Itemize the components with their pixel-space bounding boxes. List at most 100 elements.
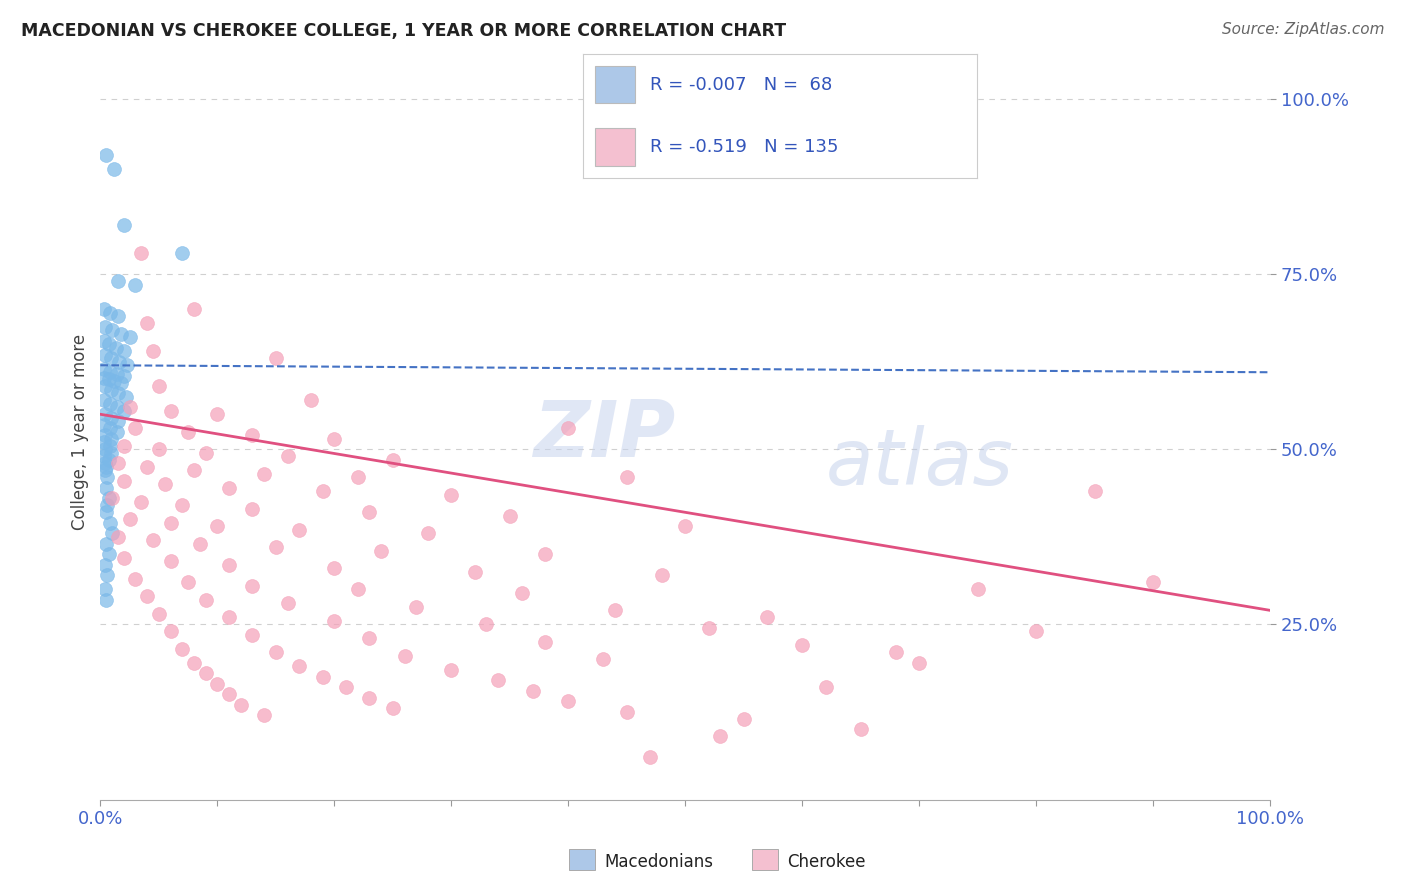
- Point: [118, 330, 141, 344]
- Point: [124, 277, 146, 292]
- Point: [218, 481, 240, 495]
- Point: [93, 371, 115, 385]
- Text: atlas: atlas: [825, 425, 1014, 501]
- Point: [207, 407, 229, 421]
- Point: [107, 456, 129, 470]
- Point: [159, 404, 181, 418]
- Point: [136, 459, 159, 474]
- Point: [94, 442, 117, 457]
- Point: [107, 310, 129, 324]
- Point: [756, 610, 779, 624]
- Point: [183, 463, 205, 477]
- Point: [129, 495, 152, 509]
- Point: [94, 582, 117, 597]
- Point: [148, 442, 170, 457]
- Point: [97, 372, 120, 386]
- Point: [264, 541, 287, 555]
- Point: [142, 533, 165, 548]
- Point: [107, 274, 129, 288]
- Point: [616, 705, 638, 719]
- Point: [534, 547, 557, 561]
- Point: [299, 393, 322, 408]
- Text: Macedonians: Macedonians: [605, 853, 714, 871]
- Point: [97, 547, 120, 561]
- Point: [112, 550, 135, 565]
- Point: [370, 544, 392, 558]
- Point: [605, 603, 627, 617]
- Point: [207, 519, 229, 533]
- Point: [97, 337, 120, 351]
- Point: [98, 516, 121, 530]
- Point: [640, 750, 662, 764]
- Point: [105, 425, 128, 439]
- Point: [136, 316, 159, 330]
- Point: [440, 488, 463, 502]
- Point: [94, 463, 117, 477]
- Point: [335, 681, 357, 695]
- Point: [93, 417, 115, 432]
- Point: [557, 421, 579, 435]
- Point: [486, 673, 509, 688]
- Point: [96, 499, 118, 513]
- Point: [97, 452, 120, 467]
- Point: [346, 582, 368, 597]
- Point: [253, 708, 276, 723]
- Point: [100, 432, 122, 446]
- Point: [172, 499, 194, 513]
- Point: [277, 450, 299, 464]
- Point: [112, 439, 135, 453]
- Point: [1142, 575, 1164, 590]
- Point: [673, 519, 696, 533]
- Point: [499, 508, 522, 523]
- Point: [534, 635, 557, 649]
- Point: [1025, 624, 1047, 639]
- Point: [440, 663, 463, 677]
- Point: [100, 351, 122, 366]
- Point: [159, 554, 181, 568]
- Point: [96, 505, 118, 519]
- Point: [129, 246, 152, 260]
- Point: [96, 568, 118, 582]
- Point: [101, 491, 124, 506]
- Point: [100, 446, 122, 460]
- Point: [110, 376, 132, 390]
- Point: [98, 421, 121, 435]
- Point: [194, 446, 217, 460]
- Y-axis label: College, 1 year or more: College, 1 year or more: [72, 334, 89, 530]
- Point: [94, 379, 117, 393]
- Point: [709, 730, 731, 744]
- Point: [277, 596, 299, 610]
- Point: [194, 593, 217, 607]
- Point: [124, 421, 146, 435]
- Point: [148, 607, 170, 621]
- Point: [242, 428, 264, 442]
- Point: [118, 512, 141, 526]
- Point: [394, 648, 416, 663]
- Point: [96, 459, 118, 474]
- Point: [592, 652, 614, 666]
- Point: [792, 639, 814, 653]
- Point: [242, 628, 264, 642]
- Point: [381, 701, 404, 715]
- Point: [118, 401, 141, 415]
- Point: [323, 614, 346, 628]
- Text: Source: ZipAtlas.com: Source: ZipAtlas.com: [1222, 22, 1385, 37]
- Point: [218, 610, 240, 624]
- Point: [117, 358, 139, 372]
- Point: [98, 365, 121, 379]
- Point: [96, 593, 118, 607]
- Point: [148, 379, 170, 393]
- Point: [218, 558, 240, 572]
- Point: [522, 684, 544, 698]
- Point: [242, 579, 264, 593]
- Point: [103, 374, 125, 388]
- Point: [510, 586, 533, 600]
- Point: [218, 688, 240, 702]
- Point: [96, 148, 118, 162]
- Point: [94, 407, 117, 421]
- Point: [475, 617, 498, 632]
- Point: [557, 694, 579, 708]
- Point: [97, 491, 120, 506]
- Point: [229, 698, 252, 712]
- Text: ZIP: ZIP: [533, 397, 675, 474]
